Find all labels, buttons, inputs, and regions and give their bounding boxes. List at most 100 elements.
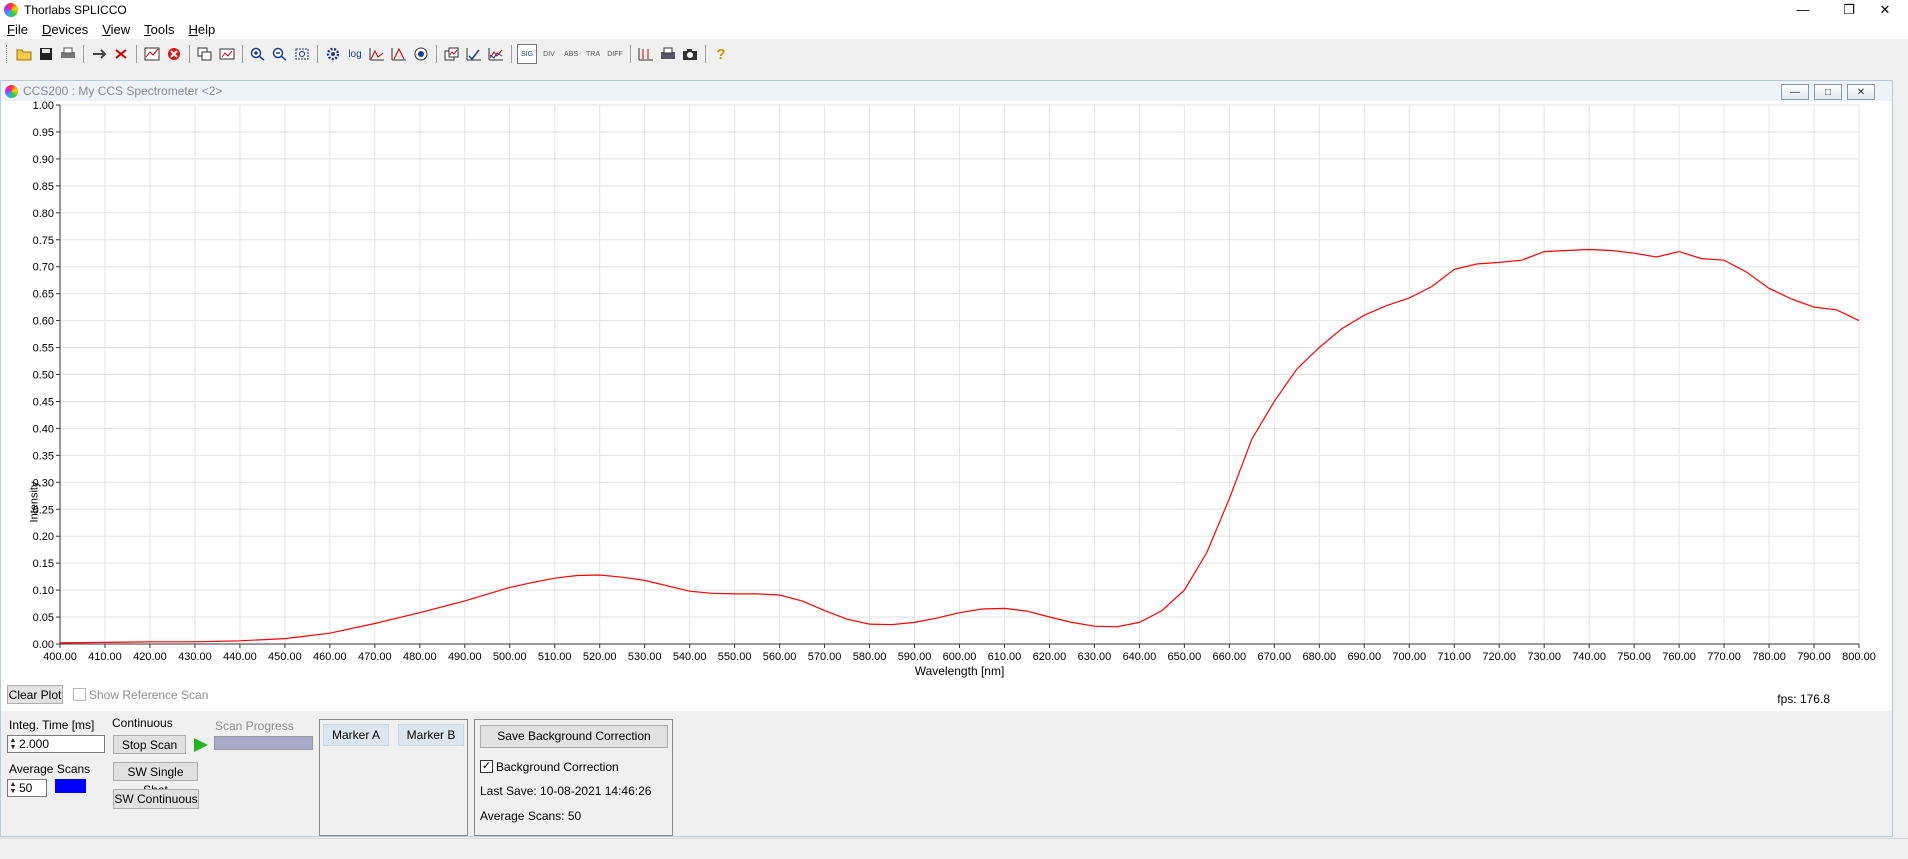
stop-red-icon[interactable] xyxy=(164,44,184,64)
x-tick-label: 610.00 xyxy=(988,651,1022,663)
settings-gear-icon[interactable] xyxy=(323,44,343,64)
integ-time-label: Integ. Time [ms] xyxy=(9,718,95,732)
log-icon[interactable]: log xyxy=(348,48,362,60)
integ-time-input[interactable]: ▲ ▼ 2.000 xyxy=(7,735,105,753)
y-tick-label: 0.45 xyxy=(33,396,54,408)
help-icon[interactable]: ? xyxy=(716,45,726,63)
x-tick-label: 710.00 xyxy=(1437,651,1471,663)
marker-a-button[interactable]: Marker A xyxy=(323,724,389,746)
y-tick-label: 0.30 xyxy=(33,477,54,489)
x-tick-label: 410.00 xyxy=(88,651,122,663)
save-background-correction-button[interactable]: Save Background Correction xyxy=(480,725,668,748)
toolbar-grip[interactable] xyxy=(6,45,9,63)
spectrometer-icon xyxy=(5,84,18,98)
sw-continuous-button[interactable]: SW Continuous xyxy=(113,789,199,809)
spectrum-line xyxy=(59,248,1860,644)
integ-time-value: 2.000 xyxy=(19,737,50,751)
spectrum-plot[interactable]: 400.00 410.00 420.00 430.00 440.00 450.00 460.… xyxy=(1,101,1892,711)
y-tick-label: 0.85 xyxy=(33,181,54,193)
spectrum-chart[interactable]: 400.00 410.00 420.00 430.00 440.00 450.00 460.… xyxy=(1,101,1892,711)
average-scans-input[interactable]: ▲ ▼ 50 xyxy=(7,779,47,797)
marker-icon[interactable] xyxy=(636,44,656,64)
overlay-icon[interactable] xyxy=(442,44,462,64)
scan-progress-label: Scan Progress xyxy=(215,719,294,733)
x-tick-label: 740.00 xyxy=(1572,651,1606,663)
window-restore-button[interactable]: ❐ xyxy=(1843,1,1855,17)
child-close-button[interactable]: ✕ xyxy=(1847,84,1875,100)
toolbar-separator xyxy=(436,45,437,63)
x-tick-label: 470.00 xyxy=(358,651,392,663)
x-tick-label: 450.00 xyxy=(268,651,302,663)
sw-single-shot-button[interactable]: SW Single Shot xyxy=(113,762,198,797)
toolbar-separator xyxy=(136,45,137,63)
menu-help[interactable]: Help xyxy=(188,21,216,37)
tra-icon[interactable]: TRA xyxy=(586,50,600,58)
div-icon[interactable]: DIV xyxy=(543,50,555,58)
save-icon[interactable] xyxy=(36,44,56,64)
camera-icon[interactable] xyxy=(680,44,700,64)
graph-check-icon[interactable] xyxy=(464,44,484,64)
menu-view[interactable]: View xyxy=(102,21,131,37)
marker-panel xyxy=(319,719,468,836)
y-tick-label: 0.35 xyxy=(33,450,54,462)
average-scans-value: 50 xyxy=(19,781,33,795)
peak-icon[interactable] xyxy=(367,44,387,64)
sig-icon[interactable]: SIG xyxy=(517,44,537,64)
print-icon[interactable] xyxy=(58,44,78,64)
triangle-icon[interactable] xyxy=(389,44,409,64)
window-minimize-button[interactable]: — xyxy=(1796,2,1810,17)
background-correction-label: Background Correction xyxy=(496,760,619,774)
child-restore-button[interactable]: □ xyxy=(1814,84,1842,100)
x-tick-label: 630.00 xyxy=(1078,651,1112,663)
child-minimize-button[interactable]: — xyxy=(1781,84,1809,100)
zoom-out-icon[interactable] xyxy=(270,44,290,64)
color-wheel-icon[interactable] xyxy=(411,44,431,64)
x-tick-label: 460.00 xyxy=(313,651,347,663)
x-tick-label: 490.00 xyxy=(448,651,482,663)
disconnect-icon[interactable] xyxy=(111,44,131,64)
y-tick-label: 0.60 xyxy=(33,316,54,328)
y-axis-label: Intensity xyxy=(28,481,41,523)
window-close-button[interactable]: ✕ xyxy=(1879,1,1891,17)
toolbar-separator xyxy=(630,45,631,63)
open-folder-icon[interactable] xyxy=(14,44,34,64)
menu-tools[interactable]: Tools xyxy=(144,21,175,37)
marker-b-button[interactable]: Marker B xyxy=(398,724,464,746)
abs-icon[interactable]: ABS xyxy=(563,50,578,58)
spectrum-icon[interactable] xyxy=(142,44,162,64)
print-chart-icon[interactable] xyxy=(658,44,678,64)
clear-plot-button[interactable]: Clear Plot xyxy=(7,685,63,704)
x-tick-label: 400.00 xyxy=(43,651,77,663)
show-reference-label: Show Reference Scan xyxy=(89,688,209,702)
y-tick-label: 0.25 xyxy=(33,504,54,516)
average-scans-spin-arrows[interactable]: ▲ ▼ xyxy=(9,781,17,795)
app-title-bar: Thorlabs SPLICCO — ❐ ✕ xyxy=(0,0,1908,19)
menu-file[interactable]: File xyxy=(7,21,28,37)
x-tick-label: 560.00 xyxy=(763,651,797,663)
x-tick-label: 680.00 xyxy=(1302,651,1336,663)
x-tick-label: 500.00 xyxy=(493,651,527,663)
show-reference-checkbox[interactable] xyxy=(73,688,86,701)
background-correction-checkbox[interactable]: ✓ xyxy=(480,760,493,773)
stop-scan-button[interactable]: Stop Scan xyxy=(113,735,186,754)
zoom-fit-icon[interactable] xyxy=(292,44,312,64)
toolbar: log SIG DIV ABS TRA DIFF ? xyxy=(0,41,1908,67)
zoom-in-icon[interactable] xyxy=(248,44,268,64)
diff-icon[interactable]: DIFF xyxy=(607,50,623,58)
export-icon[interactable] xyxy=(217,44,237,64)
y-tick-label: 0.10 xyxy=(33,585,54,597)
toolbar-separator xyxy=(511,45,512,63)
toolbar-separator xyxy=(705,45,706,63)
x-tick-label: 770.00 xyxy=(1707,651,1741,663)
graph-compare-icon[interactable] xyxy=(486,44,506,64)
x-tick-label: 600.00 xyxy=(943,651,977,663)
x-tick-label: 750.00 xyxy=(1617,651,1651,663)
copy-icon[interactable] xyxy=(195,44,215,64)
y-tick-label: 0.95 xyxy=(33,127,54,139)
connect-icon[interactable] xyxy=(89,44,109,64)
x-tick-label: 480.00 xyxy=(403,651,437,663)
x-tick-label: 550.00 xyxy=(718,651,752,663)
average-color-swatch[interactable] xyxy=(55,779,86,793)
integ-time-spin-arrows[interactable]: ▲ ▼ xyxy=(9,737,17,751)
menu-devices[interactable]: Devices xyxy=(41,21,89,37)
